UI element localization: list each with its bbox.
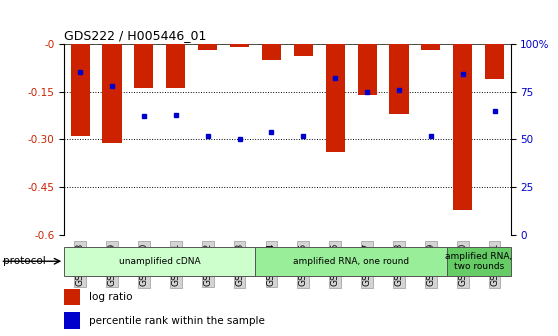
FancyBboxPatch shape <box>64 247 256 276</box>
Text: log ratio: log ratio <box>89 292 132 302</box>
Text: GDS222 / H005446_01: GDS222 / H005446_01 <box>64 30 206 43</box>
Bar <box>358 44 377 95</box>
Bar <box>134 44 153 88</box>
Bar <box>421 44 440 50</box>
Bar <box>64 312 80 329</box>
Text: percentile rank within the sample: percentile rank within the sample <box>89 316 264 326</box>
Bar <box>103 44 122 143</box>
Bar <box>262 44 281 60</box>
Bar <box>70 44 90 136</box>
Bar <box>485 44 504 79</box>
Text: amplified RNA, one round: amplified RNA, one round <box>293 257 409 266</box>
Text: amplified RNA,
two rounds: amplified RNA, two rounds <box>445 252 512 271</box>
Text: protocol: protocol <box>3 256 46 266</box>
Bar <box>453 44 472 210</box>
Bar <box>294 44 313 56</box>
Bar <box>166 44 185 88</box>
Bar <box>230 44 249 47</box>
FancyBboxPatch shape <box>447 247 511 276</box>
FancyBboxPatch shape <box>256 247 447 276</box>
Bar <box>389 44 408 114</box>
Bar <box>198 44 217 50</box>
Text: unamplified cDNA: unamplified cDNA <box>119 257 201 266</box>
Bar <box>64 289 80 305</box>
Bar <box>326 44 345 152</box>
